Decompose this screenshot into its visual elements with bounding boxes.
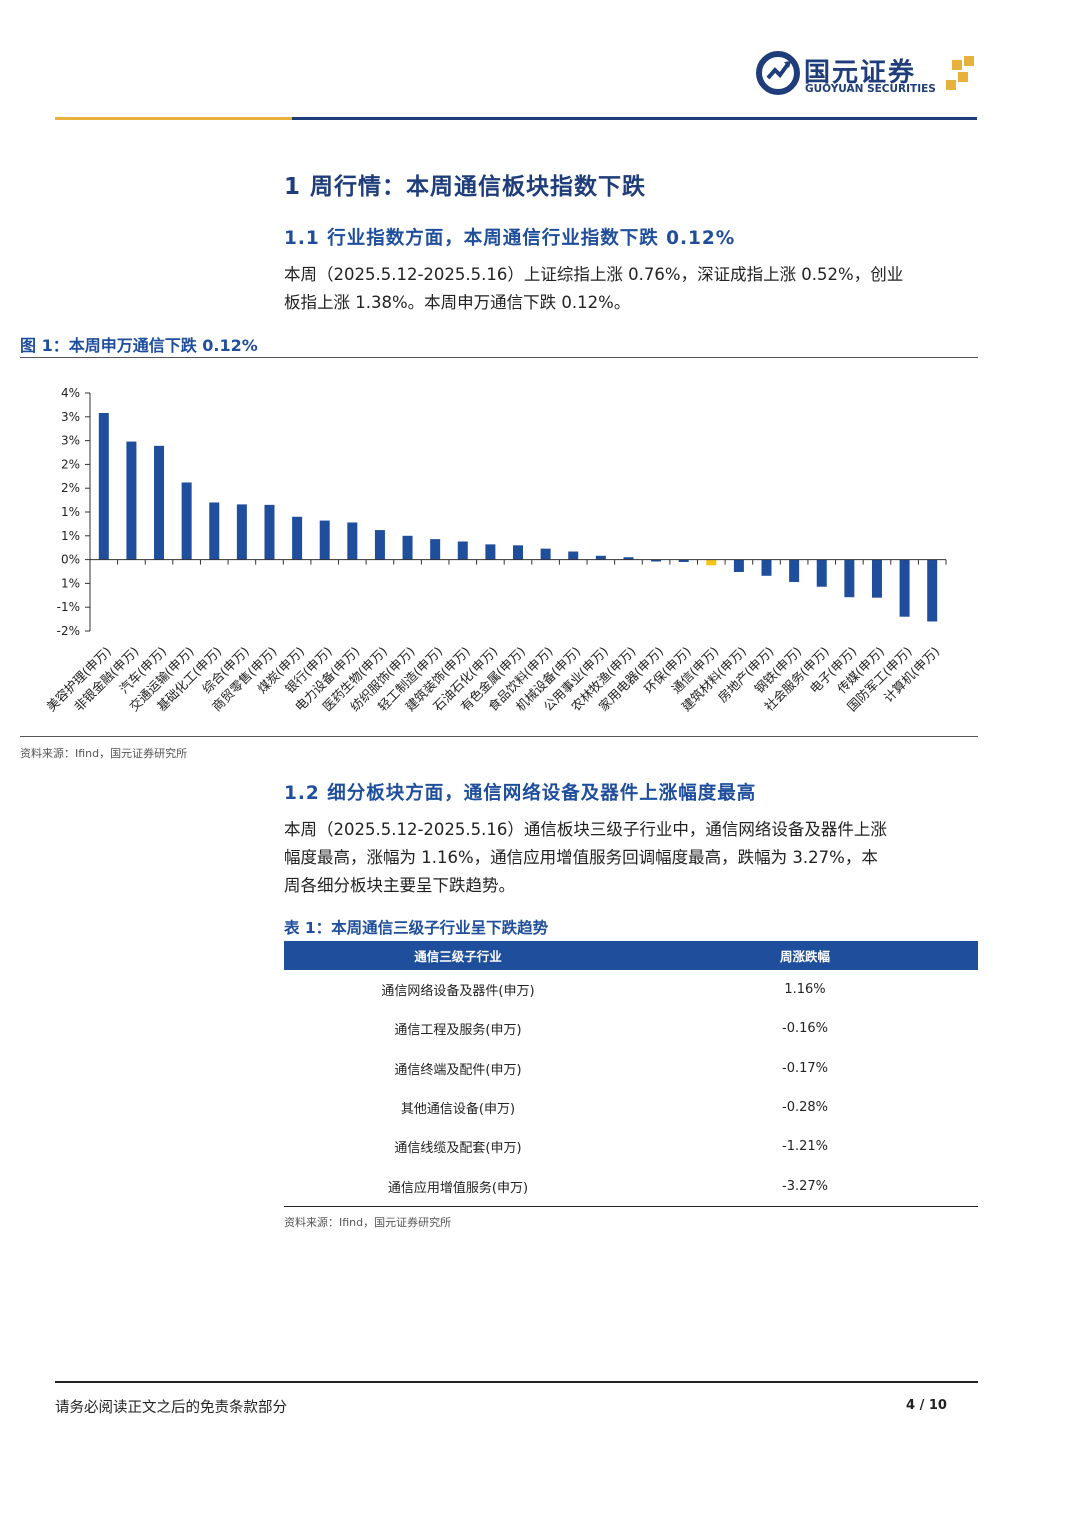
paragraph-2-line-1: 本周（2025.5.12-2025.5.16）通信板块三级子行业中，通信网络设备… xyxy=(284,820,887,839)
bar xyxy=(927,559,938,622)
table-cell-subindustry: 通信线缆及配套(申万) xyxy=(394,1141,522,1157)
footer-rule xyxy=(55,1381,978,1383)
y-tick-label: 2% xyxy=(61,457,80,471)
bar xyxy=(871,559,882,598)
bar xyxy=(761,559,772,576)
bar xyxy=(319,520,330,560)
table-cell-subindustry: 通信工程及服务(申万) xyxy=(394,1023,522,1039)
page-number: 4 / 10 xyxy=(906,1398,947,1413)
table-cell-change: 1.16% xyxy=(784,982,826,998)
bar xyxy=(154,445,165,560)
section-title: 1 周行情：本周通信板块指数下跌 xyxy=(284,174,647,200)
subsection-title-1: 1.1 行业指数方面，本周通信行业指数下跌 0.12% xyxy=(284,228,736,249)
header-rule-blue xyxy=(292,117,977,120)
figure-bottom-rule xyxy=(20,736,978,737)
y-tick-label: 2% xyxy=(61,481,80,495)
table-cell-change: -0.16% xyxy=(782,1021,828,1037)
subindustry-table: 通信三级子行业 周涨跌幅 通信网络设备及器件(申万) 1.16% 通信工程及服务… xyxy=(284,941,978,1207)
paragraph-1-line-2: 板指上涨 1.38%。本周申万通信下跌 0.12%。 xyxy=(284,293,631,312)
table-row: 通信应用增值服务(申万) -3.27% xyxy=(284,1166,978,1207)
bar xyxy=(457,541,468,560)
y-axis-ticks: 4% 3% 3% 2% 2% 1% 1% 0% 1% -1% -2% xyxy=(57,386,90,638)
bar xyxy=(292,516,303,560)
x-axis-labels: 美容护理(申万)非银金融(申万)汽车(申万)交通运输(申万)基础化工(申万)综合… xyxy=(43,644,942,715)
table-cell-subindustry: 通信应用增值服务(申万) xyxy=(284,1166,632,1207)
bar xyxy=(209,502,220,560)
logo-english-text: GUOYUAN SECURITIES xyxy=(805,83,936,95)
paragraph-2-line-3: 周各细分板块主要呈下跌趋势。 xyxy=(284,876,515,895)
bar xyxy=(374,530,385,560)
subsection-title-2: 1.2 细分板块方面，通信网络设备及器件上涨幅度最高 xyxy=(284,783,757,804)
bar xyxy=(733,559,744,572)
bar xyxy=(98,412,109,560)
bar xyxy=(789,559,800,582)
bar xyxy=(540,548,551,560)
paragraph-1-line-1: 本周（2025.5.12-2025.5.16）上证综指上涨 0.76%，深证成指… xyxy=(284,265,904,284)
paragraph-2: 本周（2025.5.12-2025.5.16）通信板块三级子行业中，通信网络设备… xyxy=(284,816,974,900)
y-tick-label: -1% xyxy=(57,600,80,614)
bar xyxy=(430,539,441,560)
table-row: 通信终端及配件(申万) -0.17% xyxy=(284,1049,978,1088)
table-cell-change: -0.17% xyxy=(782,1060,828,1076)
bar xyxy=(623,557,634,560)
bar xyxy=(899,559,910,617)
bar xyxy=(844,559,855,598)
table-cell-change: -1.21% xyxy=(782,1139,828,1155)
bar xyxy=(485,544,496,560)
table-row: 通信网络设备及器件(申万) 1.16% xyxy=(284,970,978,1009)
paragraph-1: 本周（2025.5.12-2025.5.16）上证综指上涨 0.76%，深证成指… xyxy=(284,261,974,317)
y-tick-label: 0% xyxy=(61,553,80,567)
bar xyxy=(513,545,523,560)
axes xyxy=(89,393,947,631)
header-rule-gold xyxy=(55,117,292,120)
bar xyxy=(126,441,137,560)
table-cell-subindustry: 通信终端及配件(申万) xyxy=(394,1062,522,1078)
table-row: 通信线缆及配套(申万) -1.21% xyxy=(284,1127,978,1166)
table-cell-subindustry: 通信网络设备及器件(申万) xyxy=(381,984,535,1000)
y-tick-label: 3% xyxy=(61,434,80,448)
guoyuan-logo xyxy=(756,51,974,95)
y-tick-label: 1% xyxy=(61,576,80,590)
table-row: 其他通信设备(申万) -0.28% xyxy=(284,1088,978,1127)
bar xyxy=(678,559,689,562)
y-tick-label: 1% xyxy=(61,529,80,543)
table-cell-change: -3.27% xyxy=(632,1166,978,1207)
bar-series xyxy=(98,412,938,622)
y-tick-label: 3% xyxy=(61,410,80,424)
y-tick-label: -2% xyxy=(57,624,80,638)
bar xyxy=(181,482,192,560)
table-header-row: 通信三级子行业 周涨跌幅 xyxy=(284,941,978,970)
bar xyxy=(236,504,247,560)
table-row: 通信工程及服务(申万) -0.16% xyxy=(284,1009,978,1048)
table-cell-subindustry: 其他通信设备(申万) xyxy=(400,1102,516,1118)
y-tick-label: 1% xyxy=(61,505,80,519)
bar-chart: 4% 3% 3% 2% 2% 1% 1% 0% 1% -1% -2% 美容护理(申万)非银金融(申万… xyxy=(43,386,947,715)
table-source: 资料来源：Ifind，国元证券研究所 xyxy=(284,1216,452,1229)
table-header-subindustry: 通信三级子行业 xyxy=(284,941,632,970)
bar xyxy=(264,504,275,560)
logo-chinese-text: 国元证券 xyxy=(804,58,917,88)
table-header-weekly-change: 周涨跌幅 xyxy=(632,941,978,970)
bar xyxy=(816,559,827,587)
bar xyxy=(706,559,717,566)
bar xyxy=(347,522,358,560)
bar xyxy=(651,559,662,562)
paragraph-2-line-2: 幅度最高，涨幅为 1.16%，通信应用增值服务回调幅度最高，跌幅为 3.27%，… xyxy=(284,848,878,867)
bar xyxy=(402,535,413,560)
table-cell-change: -0.28% xyxy=(782,1100,828,1116)
table-title: 表 1：本周通信三级子行业呈下跌趋势 xyxy=(284,919,549,937)
figure-title: 图 1：本周申万通信下跌 0.12% xyxy=(20,336,258,355)
y-tick-label: 4% xyxy=(61,386,80,400)
figure-top-rule xyxy=(20,357,978,358)
figure-source: 资料来源：Ifind，国元证券研究所 xyxy=(20,747,188,760)
footer-disclaimer: 请务必阅读正文之后的免责条款部分 xyxy=(55,1400,287,1416)
bar xyxy=(568,551,579,560)
bar xyxy=(595,555,606,560)
